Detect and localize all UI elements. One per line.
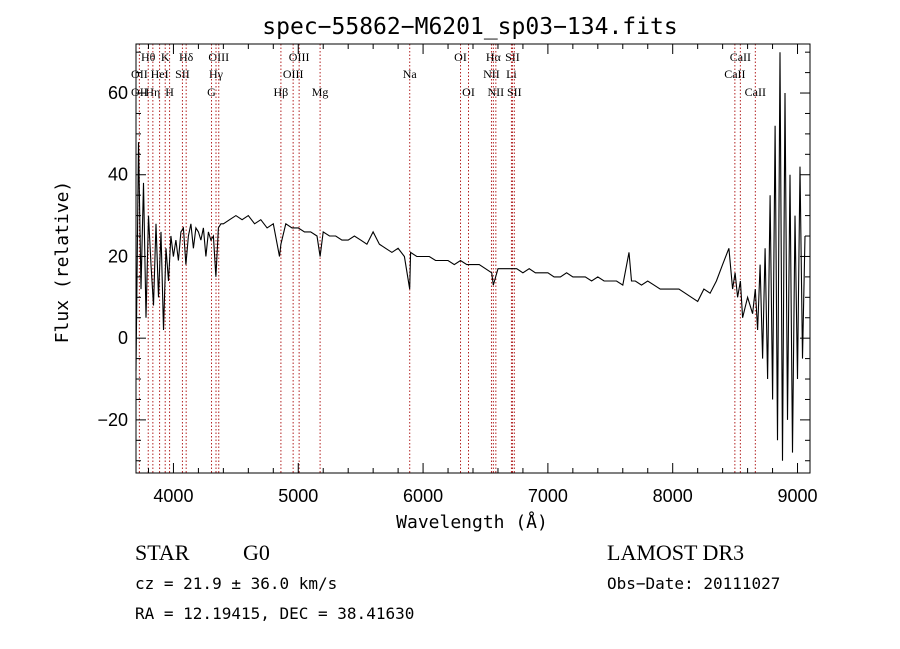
observation-date: Obs−Date: 20111027 (607, 574, 781, 593)
axis-ticks: 4000 5000 6000 7000 8000 9000 −20 0 20 40 60 (97, 44, 818, 506)
line-label: SII (505, 50, 520, 64)
y-axis-label: Flux (relative) (52, 181, 73, 344)
line-label: Mg (312, 85, 329, 99)
object-class: STAR (135, 540, 190, 565)
y-tick-label: 60 (108, 83, 128, 103)
x-tick-label: 9000 (777, 486, 817, 506)
line-label: K (161, 50, 170, 64)
coordinates: RA = 12.19415, DEC = 38.41630 (135, 604, 415, 623)
line-label: Hα (486, 50, 502, 64)
object-subclass: G0 (243, 540, 270, 565)
chart-title: spec−55862−M6201_sp03−134.fits (262, 14, 677, 40)
line-label: NII (483, 67, 500, 81)
survey-name: LAMOST DR3 (607, 540, 745, 565)
y-tick-label: 0 (118, 328, 128, 348)
x-tick-label: 8000 (653, 486, 693, 506)
line-label: G (207, 85, 216, 99)
line-label: OI (462, 85, 475, 99)
redshift-cz: cz = 21.9 ± 36.0 km/s (135, 574, 338, 593)
line-label: NII (488, 85, 505, 99)
line-label: Hγ (209, 67, 224, 81)
x-tick-label: 4000 (153, 486, 193, 506)
line-label: H (165, 85, 174, 99)
line-label: HeI (151, 67, 169, 81)
x-tick-label: 7000 (528, 486, 568, 506)
x-tick-label: 5000 (278, 486, 318, 506)
y-tick-label: −20 (97, 410, 128, 430)
line-label: Hθ (141, 50, 156, 64)
line-label: Hδ (179, 50, 194, 64)
y-tick-label: 20 (108, 246, 128, 266)
line-label: Li (506, 67, 517, 81)
x-axis-label: Wavelength (Å) (396, 511, 548, 533)
line-label: OIII (208, 50, 229, 64)
line-label: OI (454, 50, 467, 64)
line-label: OII (131, 85, 148, 99)
line-label: CaII (745, 85, 766, 99)
line-label: SII (507, 85, 522, 99)
y-tick-label: 40 (108, 165, 128, 185)
line-label: OIII (283, 67, 304, 81)
line-label: Hβ (274, 85, 289, 99)
line-label: OIII (289, 50, 310, 64)
line-label: CaII (730, 50, 751, 64)
line-label: CaII (724, 67, 745, 81)
plot-frame (135, 43, 811, 474)
x-tick-label: 6000 (403, 486, 443, 506)
line-label: OII (131, 67, 148, 81)
line-label: Hη (145, 85, 160, 99)
line-label: SII (175, 67, 190, 81)
line-label: Na (403, 67, 418, 81)
spectrum-line (135, 52, 806, 461)
